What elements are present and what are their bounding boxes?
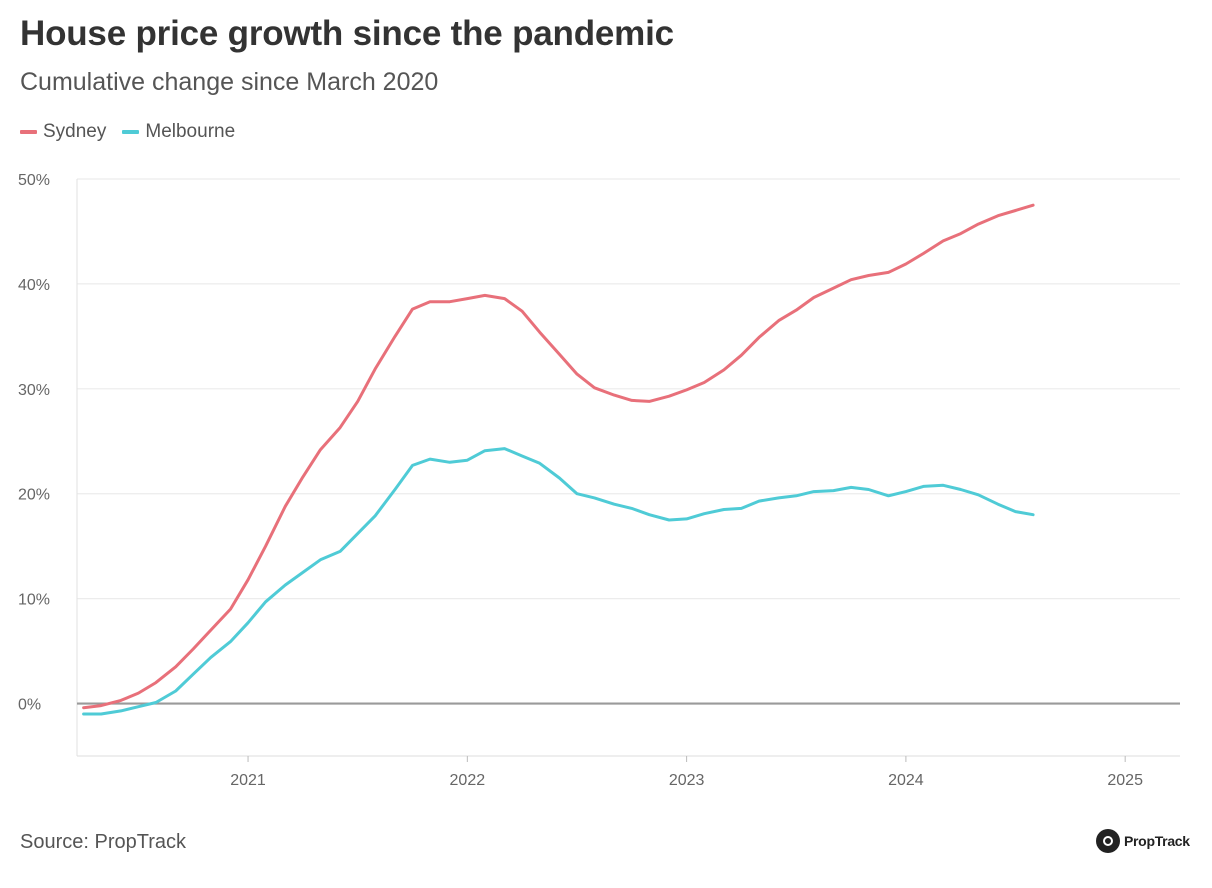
legend-item-sydney: Sydney	[20, 121, 106, 143]
y-tick-label-0: 0%	[18, 697, 41, 714]
x-tick-label-2023: 2023	[669, 772, 705, 789]
y-tick-label-40: 40%	[18, 277, 50, 294]
legend-label-melbourne: Melbourne	[145, 121, 236, 142]
x-tick-label-2025: 2025	[1107, 772, 1143, 789]
legend-swatch-sydney	[20, 130, 37, 134]
legend-swatch-melbourne	[122, 130, 140, 134]
source-note: Source: PropTrack	[20, 831, 186, 853]
chart-title: House price growth since the pandemic	[20, 14, 674, 53]
series-line-sydney	[82, 203, 1035, 710]
y-tick-label-30: 30%	[18, 382, 50, 399]
legend-item-melbourne: Melbourne	[122, 121, 235, 143]
brand-name: PropTrack	[1124, 833, 1190, 849]
legend: Sydney Melbourne	[20, 121, 251, 143]
y-tick-label-10: 10%	[18, 592, 50, 609]
proptrack-logo-icon	[1096, 829, 1120, 853]
x-tick-label-2021: 2021	[230, 772, 266, 789]
brand-mark: PropTrack	[1096, 829, 1190, 853]
y-tick-label-20: 20%	[18, 487, 50, 504]
chart-subtitle: Cumulative change since March 2020	[20, 68, 439, 96]
legend-label-sydney: Sydney	[43, 121, 107, 142]
x-tick-label-2022: 2022	[450, 772, 486, 789]
y-tick-label-50: 50%	[18, 172, 50, 189]
series-line-melbourne	[82, 447, 1035, 716]
x-tick-label-2024: 2024	[888, 772, 924, 789]
